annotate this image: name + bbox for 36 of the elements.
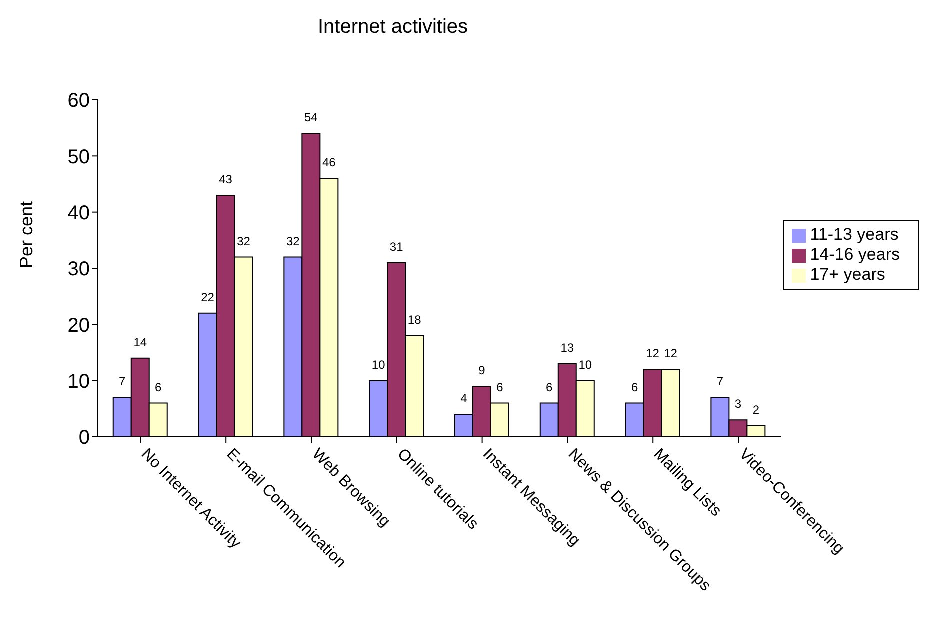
legend-label: 11-13 years [810,225,899,244]
data-label: 4 [460,392,468,406]
y-tick-label: 10 [68,370,90,393]
data-label: 46 [322,156,336,170]
data-label: 43 [219,172,233,186]
data-label: 7 [716,374,724,389]
y-tick-label: 0 [78,427,90,450]
data-label: 22 [201,290,215,304]
data-label: 32 [237,234,251,248]
data-label: 32 [286,234,300,248]
data-label: 2 [752,402,760,417]
chart-title: Internet activities [316,16,470,39]
legend-label: 14-16 years [810,245,900,264]
data-label: 10 [372,358,386,372]
y-tick-label: 60 [68,90,90,112]
y-tick-label: 30 [68,258,90,281]
data-label: 9 [478,363,486,378]
y-tick-label: 40 [68,202,90,224]
y-tick-label: 50 [68,146,90,168]
data-label: 18 [408,312,422,327]
data-label: 12 [646,346,660,361]
data-label: 54 [304,110,318,125]
data-label: 14 [134,335,148,350]
data-label: 6 [496,380,504,394]
legend-label: 17+ years [810,265,886,284]
data-label: 10 [578,358,592,372]
data-label: 12 [664,346,678,361]
data-label: 6 [155,380,162,394]
data-label: 6 [546,380,554,394]
data-label: 31 [390,240,404,254]
data-label: 3 [734,397,742,412]
data-label: 13 [560,340,574,355]
y-tick-label: 20 [68,314,90,337]
data-label: 6 [631,380,638,394]
y-axis-title: Per cent [16,201,36,268]
data-label: 7 [119,374,126,389]
